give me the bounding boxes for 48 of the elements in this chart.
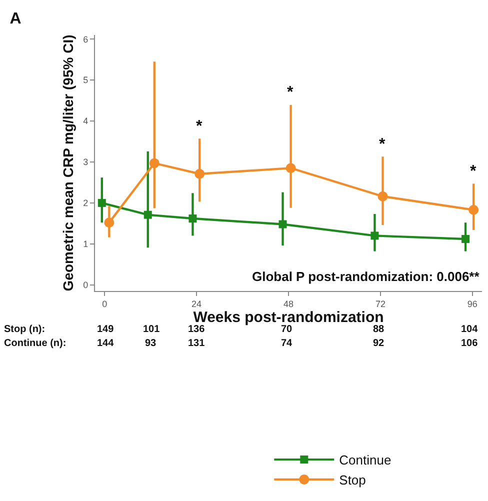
y-tick-label: 0 (83, 280, 88, 290)
annotation: * (287, 84, 294, 101)
annotation: * (470, 163, 477, 180)
text: 70 (281, 324, 293, 335)
x-tick-label: 96 (467, 298, 478, 309)
point (370, 232, 379, 240)
text: Continue (n): (4, 338, 66, 349)
text: 104 (461, 324, 478, 335)
text: 149 (97, 324, 114, 335)
legend-label: Continue (339, 452, 392, 468)
point (144, 210, 152, 219)
text: 74 (281, 338, 293, 349)
text: 144 (97, 338, 114, 349)
text: 131 (188, 338, 206, 349)
point (104, 218, 114, 228)
y-axis-title: Geometric mean CRP mg/liter (95% CI) (60, 34, 76, 292)
x-tick-label: 0 (102, 298, 108, 309)
point (462, 234, 470, 243)
point (468, 204, 479, 215)
x-tick-label: 72 (375, 298, 386, 309)
y-tick-label: 4 (83, 116, 88, 126)
x-tick-label: 48 (283, 298, 294, 309)
y-tick-label: 1 (83, 239, 88, 250)
text: 92 (373, 338, 385, 349)
legend-label: Stop (339, 472, 366, 488)
text: 106 (461, 338, 478, 349)
point (98, 198, 106, 207)
text: 93 (145, 338, 157, 349)
text: 88 (373, 324, 385, 335)
point (278, 220, 287, 228)
point (149, 158, 160, 168)
point (378, 191, 388, 202)
y-tick-label: 2 (83, 198, 88, 208)
x-tick-label: 24 (192, 298, 202, 309)
x-axis-title: Weeks post-randomization (193, 308, 384, 326)
annotation: * (196, 118, 203, 135)
point (188, 214, 197, 222)
chart-title: A (10, 10, 22, 28)
text: 136 (188, 324, 206, 335)
text: Stop (n): (4, 324, 46, 335)
annotation: Global P post-randomization: 0.006** (252, 269, 480, 284)
y-tick-label: 6 (83, 34, 88, 44)
text: 101 (143, 324, 160, 335)
point (286, 163, 296, 174)
y-tick-label: 5 (83, 75, 88, 86)
point (194, 168, 205, 179)
y-tick-label: 3 (83, 157, 88, 168)
annotation: * (379, 136, 386, 153)
